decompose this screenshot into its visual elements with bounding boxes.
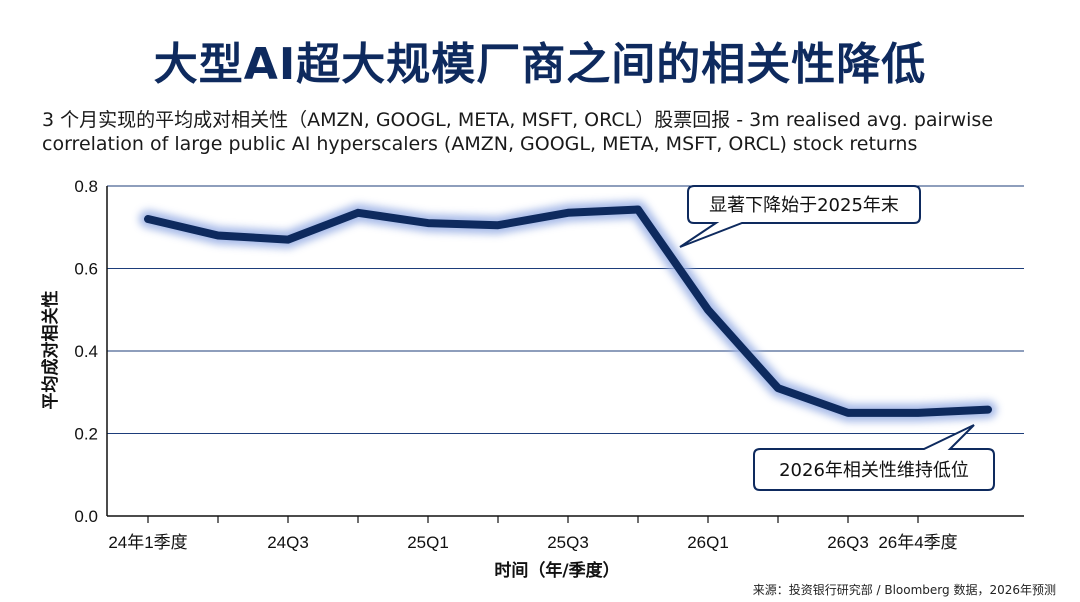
y-tick-label: 0.8 — [74, 177, 98, 196]
x-tick-label: 24年1季度 — [108, 533, 187, 552]
x-tick-label: 26Q3 — [827, 533, 869, 552]
x-tick-label: 25Q1 — [407, 533, 449, 552]
y-tick-labels: 0.0 0.2 0.4 0.6 0.8 — [74, 177, 98, 526]
callout-decline: 显著下降始于2025年末 — [679, 185, 921, 248]
data-point — [284, 236, 292, 244]
y-tick-label: 0.2 — [74, 425, 98, 444]
page-title: 大型AI超大规模厂商之间的相关性降低 — [153, 39, 927, 90]
x-tick-label: 26Q1 — [687, 533, 729, 552]
data-point — [844, 409, 852, 417]
data-point — [214, 232, 222, 239]
x-tick-label: 26年4季度 — [878, 533, 957, 552]
callout-decline-text: 显著下降始于2025年末 — [709, 195, 899, 216]
series-layer — [139, 200, 997, 422]
data-point — [634, 206, 642, 214]
x-tick-labels: 24年1季度 24Q3 25Q1 25Q3 26Q1 26Q3 26年4季度 — [108, 533, 957, 552]
callout-low-box — [753, 424, 995, 491]
x-tick-label: 25Q3 — [547, 533, 589, 552]
data-point — [144, 215, 152, 223]
series-line — [144, 205, 992, 417]
data-point — [564, 209, 572, 217]
data-point — [704, 306, 712, 314]
data-point — [424, 219, 432, 227]
data-point — [914, 409, 922, 417]
y-tick-label: 0.0 — [74, 507, 98, 526]
callout-low: 2026年相关性维持低位 — [753, 424, 995, 491]
data-point — [984, 406, 992, 414]
callout-low-text: 2026年相关性维持低位 — [779, 460, 969, 481]
y-axis-title: 平均成对相关性 — [40, 291, 61, 410]
chart-subtitle: 3 个月实现的平均成对相关性（AMZN, GOOGL, META, MSFT, … — [42, 109, 994, 155]
callout-decline-box — [679, 185, 921, 248]
x-tick-label: 24Q3 — [267, 533, 309, 552]
x-axis-title: 时间（年/季度） — [494, 560, 619, 581]
data-point — [774, 384, 782, 392]
source-note: 来源：投资银行研究部 / Bloomberg 数据，2026年预测 — [752, 583, 1056, 597]
data-point — [354, 209, 362, 217]
y-tick-label: 0.4 — [74, 342, 98, 361]
data-point — [494, 221, 502, 229]
axes — [106, 186, 1024, 523]
y-tick-label: 0.6 — [74, 260, 98, 279]
